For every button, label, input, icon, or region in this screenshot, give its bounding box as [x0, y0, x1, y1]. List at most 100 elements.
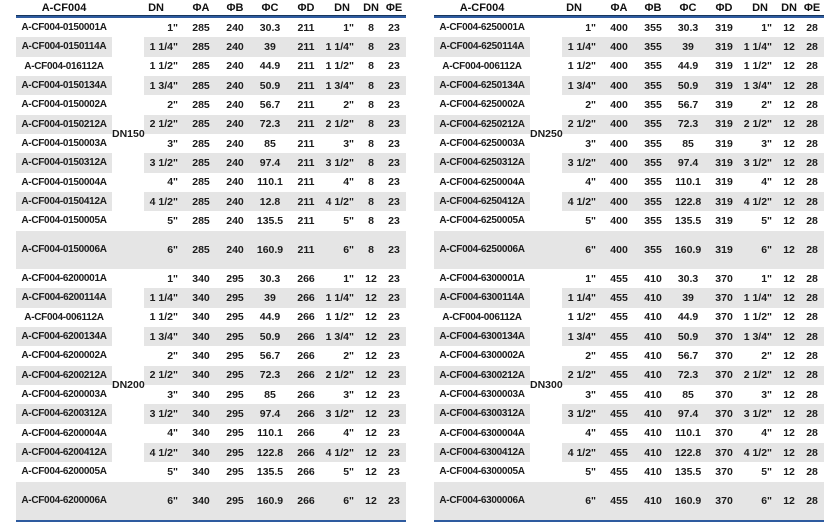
phi-d-cell: 319: [706, 114, 743, 134]
phi-d-cell: 266: [297, 311, 315, 324]
dn-count-cell: 12: [778, 442, 801, 463]
phi-a-cell: 400: [602, 153, 637, 173]
dn-count-cell: 8: [360, 230, 383, 269]
phi-c-col-header: ΦC: [261, 2, 279, 14]
phi-b-cell: 295: [226, 349, 244, 362]
phi-b-cell: 295: [218, 481, 253, 521]
dn-count-cell: 12: [783, 427, 795, 440]
part-number-cell: A-CF004-0150002A: [21, 99, 107, 111]
phi-a-cell: 455: [602, 442, 637, 463]
dn-size-cell: 2": [585, 349, 597, 362]
table-row: A-CF004-6300005A 5" 455 410 135.5 370 5" 12 28: [434, 462, 824, 481]
dn-size2-cell: 1": [761, 272, 773, 285]
phi-b-cell: 295: [218, 326, 253, 347]
phi-c-cell: 39: [670, 37, 707, 57]
phi-c-cell: 39: [670, 288, 707, 308]
phi-d-cell: 319: [706, 230, 743, 269]
dn-size-cell: 6": [562, 230, 603, 269]
dn-size2-cell: 1 3/4": [742, 75, 779, 96]
phi-a-cell: 285: [192, 137, 210, 150]
phi-a-col-header: ΦA: [192, 2, 210, 14]
table-row: A-CF004-6200003A 3" 340 295 85 266 3" 12 23: [16, 385, 406, 404]
dn-size-cell: 3": [167, 137, 179, 150]
dn-size2-cell: 1 1/2": [743, 311, 773, 324]
phi-b-cell: 240: [226, 176, 244, 189]
phi-e-cell: 23: [388, 176, 400, 189]
phi-a-cell: 400: [602, 230, 637, 269]
phi-a-cell: 285: [184, 37, 219, 57]
phi-c-cell: 135.5: [256, 214, 284, 227]
phi-a-cell: 285: [192, 176, 210, 189]
part-number-cell: A-CF004-0150004A: [21, 176, 107, 188]
phi-a-col-header: ΦA: [610, 2, 628, 14]
dn-group-dn150: A-CF004-0150001A DN150 1" 285 240 30.3 211 1" 8 2…: [16, 18, 407, 269]
dn-count-cell: 8: [368, 21, 374, 34]
phi-a-cell: 400: [610, 176, 628, 189]
phi-a-cell: 285: [184, 191, 219, 212]
dn-size-cell: 2 1/2": [144, 365, 185, 385]
part-number-cell: A-CF004-6200001A: [21, 273, 107, 285]
part-number-cell: A-CF004-0150001A: [21, 22, 107, 34]
phi-a-cell: 455: [610, 388, 628, 401]
phi-b-cell: 240: [218, 114, 253, 134]
dn-size2-cell: 3": [343, 137, 355, 150]
part-col-header: A-CF004: [459, 2, 505, 14]
phi-e-cell: 28: [806, 214, 818, 227]
phi-c-cell: 122.8: [670, 442, 707, 463]
phi-c-cell: 85: [264, 137, 276, 150]
dn-size2-cell: 4": [761, 176, 773, 189]
phi-e-cell: 23: [388, 427, 400, 440]
dn-count-cell: 12: [778, 365, 801, 385]
phi-e-cell: 28: [806, 21, 818, 34]
dn-size-cell: 3 1/2": [144, 404, 185, 424]
dn-size-cell: 5": [167, 465, 179, 478]
dn-size-cell: 1 3/4": [562, 75, 603, 96]
dn-group-label: DN150: [112, 127, 145, 140]
phi-a-cell: 400: [602, 37, 637, 57]
phi-a-cell: 340: [184, 442, 219, 463]
phi-d-cell: 266: [288, 481, 325, 521]
phi-a-cell: 455: [602, 365, 637, 385]
phi-b-cell: 410: [644, 388, 662, 401]
dn3-col-header: DN: [781, 2, 797, 14]
phi-d-cell: 266: [297, 427, 315, 440]
dn-size2-cell: 2": [343, 98, 355, 111]
phi-a-cell: 340: [192, 349, 210, 362]
dn-size-cell: 4": [167, 176, 179, 189]
part-number-cell: A-CF004-6300212A: [434, 365, 531, 385]
dn-size-cell: 4 1/2": [144, 191, 185, 212]
phi-d-cell: 211: [297, 176, 315, 189]
dn-size2-cell: 1 1/2": [325, 311, 355, 324]
phi-a-cell: 400: [610, 214, 628, 227]
part-number-cell: A-CF004-6250412A: [434, 191, 531, 212]
phi-e-cell: 23: [388, 98, 400, 111]
phi-c-cell: 50.9: [252, 75, 289, 96]
phi-c-cell: 39: [252, 288, 289, 308]
phi-c-cell: 135.5: [674, 465, 702, 478]
dn-size2-cell: 1 1/2": [743, 60, 773, 73]
phi-a-cell: 340: [184, 288, 219, 308]
dn-count-cell: 12: [360, 288, 383, 308]
phi-b-cell: 410: [636, 442, 671, 463]
phi-d-cell: 266: [288, 404, 325, 424]
part-number-cell: A-CF004-0150114A: [16, 37, 112, 57]
table-row: A-CF004-6300412A 4 1/2" 455 410 122.8 370 4 1/…: [434, 442, 825, 463]
dn-size-cell: 1 1/2": [149, 60, 179, 73]
dn-size2-cell: 1 3/4": [742, 326, 779, 347]
part-number-cell: A-CF004-6200412A: [16, 442, 112, 463]
phi-d-cell: 370: [706, 326, 743, 347]
dn-size-cell: 1 1/4": [562, 37, 603, 57]
table-row: A-CF004-6300004A 4" 455 410 110.1 370 4" 12 28: [434, 424, 824, 443]
phi-e-col-header: ΦE: [803, 2, 821, 14]
part-number-cell: A-CF004-6250001A: [439, 22, 525, 34]
phi-e-cell: 23: [382, 326, 407, 347]
dn-size2-cell: 1 1/2": [325, 60, 355, 73]
phi-d-cell: 211: [297, 214, 315, 227]
phi-a-cell: 400: [602, 75, 637, 96]
phi-e-cell: 23: [382, 114, 407, 134]
dn-count-cell: 12: [778, 75, 801, 96]
phi-c-cell: 160.9: [252, 230, 289, 269]
dn-count-cell: 12: [783, 98, 795, 111]
phi-d-cell: 211: [297, 60, 315, 73]
